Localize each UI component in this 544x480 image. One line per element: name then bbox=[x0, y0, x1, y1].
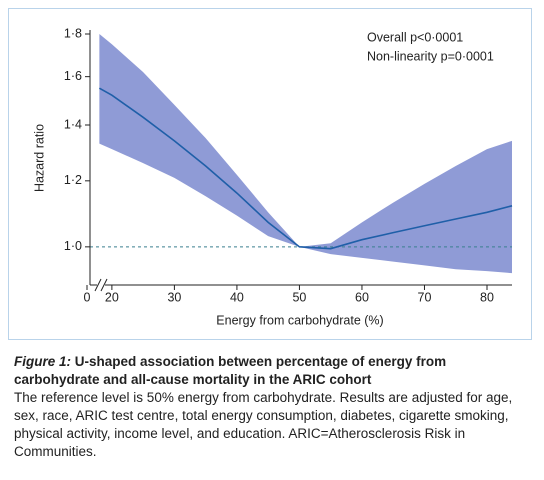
y-tick-label: 1·6 bbox=[64, 69, 82, 83]
x-tick-label: 40 bbox=[230, 290, 244, 304]
annotation: Overall p<0·0001 bbox=[367, 30, 463, 44]
axis-break-gap bbox=[97, 281, 105, 289]
caption-text: The reference level is 50% energy from c… bbox=[14, 390, 513, 459]
figure-frame bbox=[8, 8, 532, 340]
x-tick-label: 80 bbox=[480, 290, 494, 304]
y-tick-label: 1·8 bbox=[64, 26, 82, 40]
caption: Figure 1: U-shaped association between p… bbox=[14, 353, 534, 461]
y-tick-label: 1·4 bbox=[64, 117, 82, 131]
x-tick-label: 0 bbox=[84, 290, 91, 304]
x-tick-label: 30 bbox=[167, 290, 181, 304]
y-axis-label: Hazard ratio bbox=[32, 124, 46, 192]
caption-title: U-shaped association between percentage … bbox=[14, 354, 447, 387]
x-axis-label: Energy from carbohydrate (%) bbox=[216, 313, 383, 327]
x-tick-label: 70 bbox=[418, 290, 432, 304]
axis-break bbox=[94, 278, 102, 292]
annotation: Non-linearity p=0·0001 bbox=[367, 49, 494, 63]
confidence-band bbox=[99, 34, 512, 274]
y-tick-label: 1·0 bbox=[64, 239, 82, 253]
x-tick-label: 20 bbox=[105, 290, 119, 304]
x-tick-label: 60 bbox=[355, 290, 369, 304]
caption-label: Figure 1: bbox=[14, 354, 72, 369]
axis-break bbox=[100, 278, 108, 292]
y-tick-label: 1·2 bbox=[64, 173, 82, 187]
hazard-line bbox=[98, 87, 513, 250]
x-tick-label: 50 bbox=[292, 290, 306, 304]
chart: Overall p<0·0001 Non-linearity p=0·0001 … bbox=[32, 26, 513, 327]
